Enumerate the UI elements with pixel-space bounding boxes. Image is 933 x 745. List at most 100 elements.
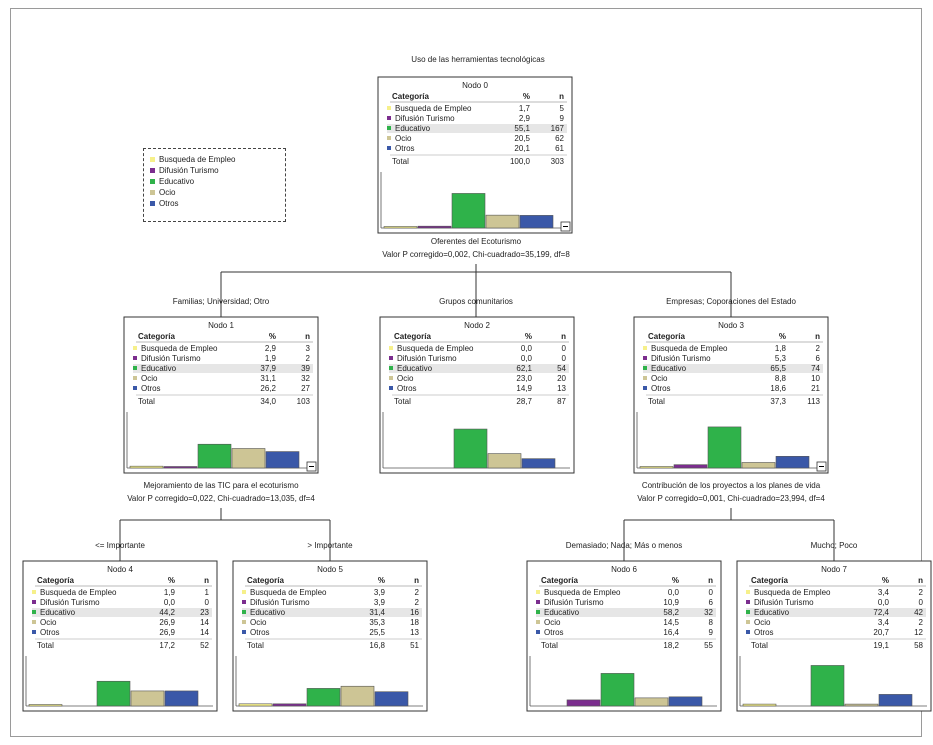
col-header-category: Categoría — [541, 576, 578, 585]
row-swatch — [536, 600, 540, 604]
row-pct: 8,8 — [775, 374, 787, 383]
row-category: Difusión Turismo — [250, 598, 310, 607]
row-swatch — [389, 356, 393, 360]
row-pct: 23,0 — [516, 374, 532, 383]
row-swatch — [389, 386, 393, 390]
row-pct: 31,1 — [260, 374, 276, 383]
total-n: 55 — [704, 641, 713, 650]
row-n: 61 — [555, 144, 564, 153]
row-n: 12 — [914, 628, 923, 637]
bar-ocio — [130, 690, 165, 707]
bar-busqueda-de-empleo — [639, 466, 674, 469]
branch-labels: Familias; Universidad; Otro Grupos comuni… — [95, 297, 858, 550]
row-pct: 0,0 — [521, 344, 533, 353]
row-swatch — [643, 346, 647, 350]
tree-node-n2[interactable]: Nodo 2 Categoría% n Busqueda de Empleo 0,0 0 D… — [379, 316, 575, 474]
row-n: 2 — [415, 598, 420, 607]
legend-label: Educativo — [159, 177, 195, 186]
row-category: Ocio — [754, 618, 771, 627]
total-label: Total — [138, 397, 155, 406]
row-category: Difusión Turismo — [544, 598, 604, 607]
row-n: 27 — [301, 384, 310, 393]
node-title: Nodo 0 — [462, 81, 488, 90]
col-header-n: n — [414, 576, 419, 585]
bar-educativo — [600, 673, 635, 707]
bar-ocio — [485, 214, 520, 229]
bar-otros — [668, 696, 703, 707]
diagram-frame — [10, 8, 922, 737]
row-n: 21 — [811, 384, 820, 393]
col-header-n: n — [559, 92, 564, 101]
row-swatch — [242, 630, 246, 634]
row-swatch — [133, 376, 137, 380]
tree-node-n1[interactable]: Nodo 1 Categoría% n Busqueda de Empleo 2,9 3 D… — [123, 316, 319, 474]
row-pct: 2,9 — [519, 114, 531, 123]
row-n: 0 — [205, 598, 210, 607]
total-label: Total — [648, 397, 665, 406]
row-category: Otros — [754, 628, 774, 637]
row-pct: 26,9 — [159, 618, 175, 627]
tree-node-n6[interactable]: Nodo 6 Categoría% n Busqueda de Empleo 0,0 0 D… — [526, 560, 722, 712]
branch-label: Grupos comunitarios — [439, 297, 513, 306]
row-n: 6 — [816, 354, 821, 363]
legend-swatch — [150, 179, 155, 184]
col-header-category: Categoría — [648, 332, 685, 341]
branch-label: Demasiado; Nada; Más o menos — [566, 541, 683, 550]
node-title: Nodo 3 — [718, 321, 744, 330]
row-pct: 14,5 — [663, 618, 679, 627]
row-pct: 20,7 — [873, 628, 889, 637]
row-n: 14 — [200, 618, 209, 627]
tree-node-n5[interactable]: Nodo 5 Categoría% n Busqueda de Empleo 3,9 2 D… — [232, 560, 428, 712]
row-swatch — [32, 630, 36, 634]
total-pct: 19,1 — [873, 641, 889, 650]
col-header-pct: % — [378, 576, 385, 585]
total-pct: 28,7 — [516, 397, 532, 406]
row-swatch — [32, 600, 36, 604]
col-header-pct: % — [882, 576, 889, 585]
row-n: 0 — [919, 598, 924, 607]
row-swatch — [242, 590, 246, 594]
bar-busqueda-de-empleo — [742, 703, 777, 707]
row-n: 6 — [709, 598, 714, 607]
row-n: 39 — [301, 364, 310, 373]
row-pct: 10,9 — [663, 598, 679, 607]
row-n: 23 — [200, 608, 209, 617]
tree-node-n0[interactable]: Nodo 0 Categoría% n Busqueda de Empleo 1,7 5 D… — [377, 76, 573, 234]
node-title: Nodo 2 — [464, 321, 490, 330]
row-swatch — [746, 630, 750, 634]
total-label: Total — [247, 641, 264, 650]
row-category: Ocio — [544, 618, 561, 627]
col-header-category: Categoría — [751, 576, 788, 585]
row-pct: 1,9 — [164, 588, 176, 597]
row-highlight — [387, 124, 567, 133]
branch-label: <= Importante — [95, 541, 145, 550]
tree-node-n4[interactable]: Nodo 4 Categoría% n Busqueda de Empleo 1,9 1 D… — [22, 560, 218, 712]
row-swatch — [536, 620, 540, 624]
row-pct: 18,6 — [770, 384, 786, 393]
row-swatch — [133, 356, 137, 360]
row-category: Educativo — [754, 608, 790, 617]
row-swatch — [536, 610, 540, 614]
bar-otros — [878, 694, 913, 707]
legend-swatch — [150, 201, 155, 206]
row-category: Otros — [40, 628, 60, 637]
row-pct: 5,3 — [775, 354, 787, 363]
split-labels: Oferentes del Ecoturismo Valor P corregid… — [127, 237, 825, 503]
bar-ocio — [634, 697, 669, 707]
row-n: 167 — [551, 124, 565, 133]
row-n: 0 — [562, 344, 567, 353]
tree-node-n7[interactable]: Nodo 7 Categoría% n Busqueda de Empleo 3,4 2 D… — [736, 560, 932, 712]
bar-educativo — [306, 688, 341, 707]
row-category: Difusión Turismo — [40, 598, 100, 607]
row-n: 2 — [919, 588, 924, 597]
row-category: Difusión Turismo — [651, 354, 711, 363]
bar-otros — [265, 451, 300, 469]
row-swatch — [387, 106, 391, 110]
tree-node-n3[interactable]: Nodo 3 Categoría% n Busqueda de Empleo 1,8 2 D… — [633, 316, 829, 474]
row-pct: 3,4 — [878, 588, 890, 597]
col-header-pct: % — [168, 576, 175, 585]
row-category: Difusión Turismo — [395, 114, 455, 123]
row-category: Ocio — [395, 134, 412, 143]
row-swatch — [242, 620, 246, 624]
bar-difusi-n-turismo — [272, 703, 307, 707]
